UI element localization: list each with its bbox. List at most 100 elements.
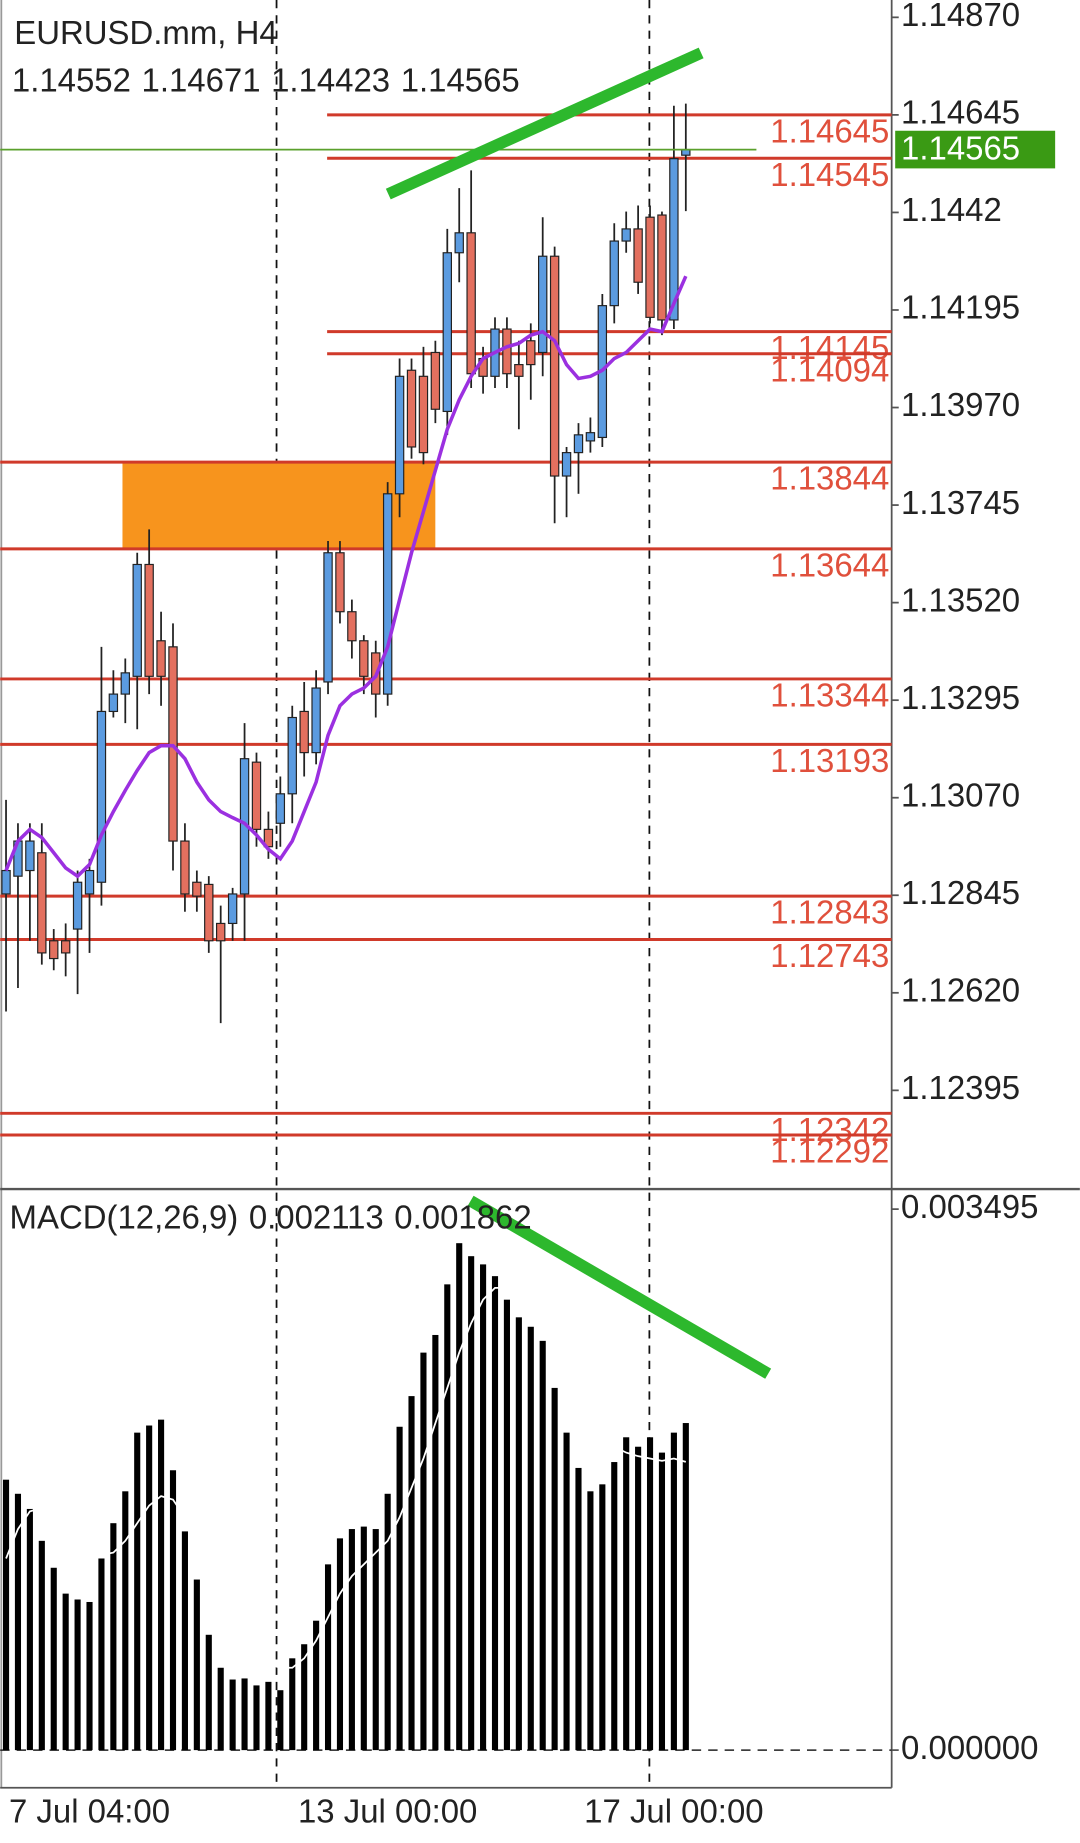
candle-body (454, 232, 464, 254)
macd-bar (241, 1678, 248, 1751)
macd-bar (2, 1479, 10, 1751)
macd-bar (158, 1419, 165, 1751)
moving-average (4, 275, 688, 879)
macd-bar (205, 1634, 212, 1751)
level-label: 1.13844 (770, 460, 889, 497)
level-label: 1.12342 (770, 1111, 889, 1148)
candle-body (561, 452, 572, 477)
y-tick-label: 0.003495 (901, 1188, 1038, 1225)
candle-body (311, 687, 321, 754)
macd-bar (468, 1256, 475, 1751)
level-label: 1.13644 (770, 546, 889, 583)
macd-bar (74, 1599, 81, 1751)
macd-bar (229, 1679, 236, 1751)
macd-bar (50, 1567, 57, 1751)
candle-body (526, 340, 536, 366)
macd-bar (98, 1558, 105, 1751)
candle-body (192, 881, 202, 897)
candle-body (132, 563, 142, 677)
y-tick-label: 1.12845 (901, 874, 1020, 911)
macd-bar (658, 1452, 666, 1751)
macd-bar (169, 1470, 177, 1751)
macd-bar (491, 1276, 499, 1751)
trend-line (467, 1195, 772, 1379)
y-tick-label: 1.1442 (901, 191, 1002, 228)
macd-bar (527, 1326, 534, 1751)
candle-body (156, 640, 166, 677)
candle-body (1, 869, 11, 895)
macd-bar (14, 1493, 22, 1751)
candle-body (108, 693, 119, 713)
macd-bar (396, 1426, 403, 1751)
y-tick-label: 1.14645 (901, 94, 1020, 131)
candle-body (72, 881, 83, 930)
candle-body (609, 240, 619, 307)
level-label: 1.12743 (770, 937, 889, 974)
candle-body (633, 228, 643, 283)
candle-body (37, 852, 47, 954)
y-tick-label: 1.13970 (901, 386, 1020, 423)
candle-body (657, 214, 667, 321)
x-tick-label: 17 Jul 00:00 (584, 1792, 763, 1829)
macd-bar (372, 1529, 379, 1751)
macd-bar (646, 1437, 654, 1751)
macd-bar (86, 1601, 93, 1751)
candle-body (442, 252, 453, 413)
level-label: 1.13193 (770, 742, 889, 779)
macd-bar (611, 1462, 618, 1751)
candle-body (144, 563, 154, 677)
macd-readout: MACD(12,26,9) 0.002113 0.001862 (10, 1198, 532, 1235)
candle-body (25, 840, 35, 872)
candle-body (573, 434, 584, 454)
x-tick-label: 13 Jul 00:00 (298, 1792, 477, 1829)
macd-bar (623, 1437, 630, 1751)
macd-bar (670, 1432, 677, 1751)
candle-body (430, 351, 441, 410)
ohlc-readout: 1.14552 1.14671 1.14423 1.14565 (12, 61, 520, 98)
candle-body (275, 793, 286, 824)
level-label: 1.13344 (770, 676, 889, 713)
macd-bar (563, 1432, 570, 1751)
x-tick-label: 7 Jul 04:00 (9, 1792, 170, 1829)
candle-body (49, 940, 59, 960)
macd-bar (480, 1264, 487, 1751)
macd-title: MACD(12,26,9) (10, 1198, 239, 1235)
macd-bar (539, 1340, 546, 1751)
signal-line (5, 1287, 687, 1669)
candle-body (347, 611, 357, 642)
macd-bar (26, 1508, 33, 1751)
candle-body (466, 232, 476, 375)
trend-line (385, 47, 704, 200)
macd-bar (348, 1529, 355, 1751)
macd-bar (515, 1317, 522, 1751)
macd-bar (313, 1620, 320, 1751)
level-label: 1.14645 (770, 112, 889, 149)
y-tick-label: 1.14195 (901, 289, 1020, 326)
y-tick-label: 1.12620 (901, 972, 1020, 1009)
candle-body (96, 710, 107, 883)
macd-bar (146, 1425, 153, 1751)
macd-bar (122, 1491, 129, 1751)
signal-value: 0.001862 (394, 1198, 531, 1235)
macd-bar (360, 1526, 367, 1751)
macd-bar (384, 1493, 391, 1751)
candle-body (502, 328, 512, 375)
candle-body (204, 883, 214, 942)
macd-bar (635, 1446, 642, 1751)
macd-bar (587, 1491, 594, 1751)
candle-body (335, 552, 345, 613)
y-tick-label: 1.13295 (901, 679, 1020, 716)
macd-bar (253, 1685, 260, 1751)
candle-body (323, 552, 333, 683)
y-tick-label: 0.000000 (901, 1729, 1038, 1766)
candle-body (394, 375, 405, 495)
macd-bar (193, 1579, 200, 1751)
macd-bar (682, 1423, 689, 1751)
macd-bar (420, 1352, 427, 1751)
candle-body (251, 761, 262, 830)
macd-bar (38, 1540, 45, 1751)
candle-body (406, 369, 417, 448)
macd-bar (575, 1467, 582, 1751)
